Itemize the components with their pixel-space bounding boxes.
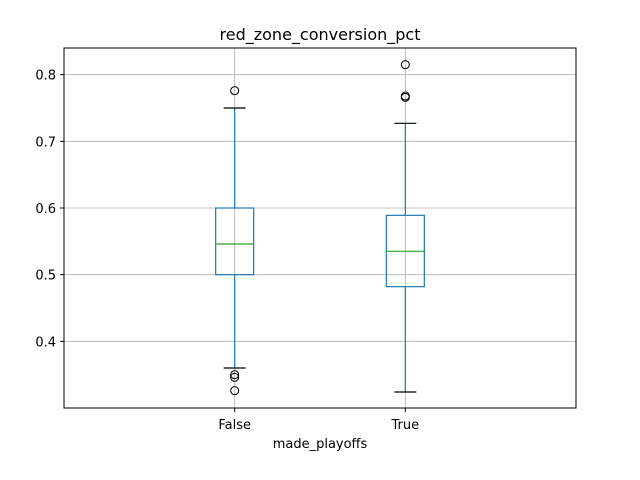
x-tick-label: True [391, 418, 420, 433]
outlier-point [400, 60, 410, 70]
y-tick-label: 0.6 [35, 202, 56, 217]
y-tick-label: 0.4 [35, 335, 56, 350]
outlier-point [230, 370, 240, 380]
x-tick-label: False [218, 418, 251, 433]
x-axis: False True [218, 408, 419, 433]
y-axis: 0.4 0.5 0.6 0.7 0.8 [35, 69, 64, 350]
y-tick-label: 0.5 [35, 269, 56, 284]
grid-lines [64, 48, 576, 408]
plot-frame [63, 47, 577, 409]
y-tick-label: 0.7 [35, 135, 56, 150]
outlier-point [230, 372, 240, 382]
box-group [215, 86, 255, 396]
outlier-point [230, 386, 240, 396]
box-group [385, 60, 425, 393]
y-tick-label: 0.8 [35, 69, 56, 84]
boxes-layer [215, 60, 425, 396]
box-iqr [215, 207, 255, 276]
outlier-point [230, 86, 240, 96]
outlier-point [400, 92, 410, 102]
x-axis-label: made_playoffs [273, 437, 368, 452]
chart-title: red_zone_conversion_pct [220, 25, 421, 45]
